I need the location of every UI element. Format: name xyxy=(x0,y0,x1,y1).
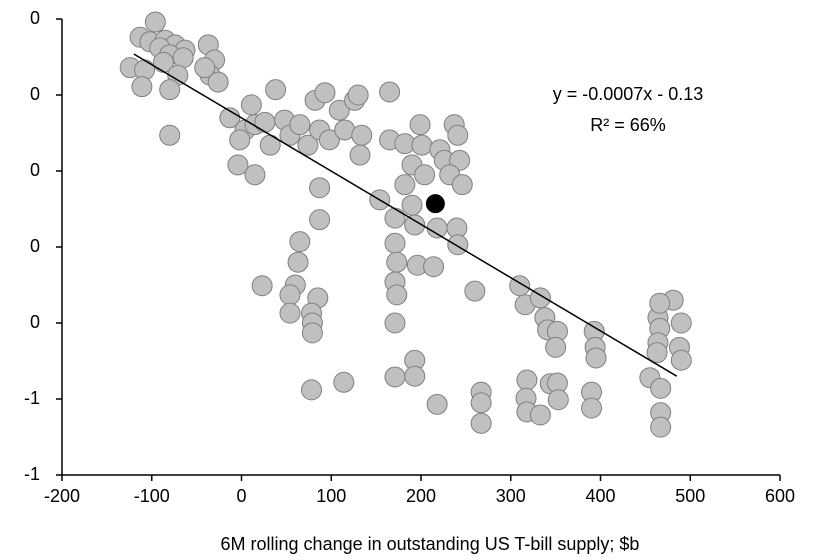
point xyxy=(404,214,426,236)
point xyxy=(401,194,423,216)
point xyxy=(309,209,331,231)
point xyxy=(424,193,446,215)
point xyxy=(451,174,473,196)
y-tick-label: 0 xyxy=(30,312,40,332)
x-tick-label: 500 xyxy=(675,486,705,506)
y-tick-label: 0 xyxy=(30,236,40,256)
point xyxy=(259,134,281,156)
point xyxy=(464,280,486,302)
point xyxy=(240,94,262,116)
x-tick-label: 0 xyxy=(236,486,246,506)
point xyxy=(545,336,567,358)
y-tick-label: -1 xyxy=(24,388,40,408)
point xyxy=(426,393,448,415)
point xyxy=(328,99,350,121)
point xyxy=(646,342,668,364)
annotation: y = -0.0007x - 0.13 xyxy=(553,84,704,104)
point xyxy=(649,292,671,314)
y-tick-label: -1 xyxy=(24,464,40,484)
point xyxy=(227,154,249,176)
point xyxy=(585,347,607,369)
point xyxy=(409,114,431,136)
point xyxy=(470,412,492,434)
point xyxy=(172,47,194,69)
x-tick-label: -100 xyxy=(134,486,170,506)
point xyxy=(159,79,181,101)
y-tick-label: 0 xyxy=(30,84,40,104)
point xyxy=(386,251,408,273)
point xyxy=(414,164,436,186)
point xyxy=(447,234,469,256)
x-tick-label: 200 xyxy=(406,486,436,506)
point xyxy=(219,107,241,129)
x-tick-label: 600 xyxy=(765,486,795,506)
point xyxy=(254,111,276,133)
point xyxy=(379,81,401,103)
point xyxy=(670,312,692,334)
point xyxy=(347,84,369,106)
point xyxy=(386,284,408,306)
x-axis-title: 6M rolling change in outstanding US T-bi… xyxy=(221,534,640,554)
point xyxy=(289,114,311,136)
point xyxy=(394,174,416,196)
trendline xyxy=(133,53,678,377)
point xyxy=(404,365,426,387)
y-tick-label: 0 xyxy=(30,160,40,180)
point xyxy=(297,134,319,156)
point xyxy=(447,124,469,146)
point xyxy=(244,164,266,186)
point xyxy=(314,82,336,104)
point xyxy=(529,404,551,426)
point xyxy=(650,416,672,438)
point xyxy=(287,251,309,273)
point xyxy=(470,392,492,414)
point xyxy=(384,232,406,254)
point xyxy=(351,124,373,146)
point xyxy=(650,377,672,399)
point xyxy=(251,275,273,297)
point xyxy=(349,144,371,166)
point xyxy=(159,124,181,146)
point xyxy=(670,349,692,371)
point xyxy=(581,397,603,419)
point xyxy=(279,302,301,324)
x-tick-label: 100 xyxy=(316,486,346,506)
point xyxy=(279,284,301,306)
point xyxy=(423,256,445,278)
point xyxy=(229,129,251,151)
point xyxy=(384,366,406,388)
point xyxy=(131,76,153,98)
point xyxy=(426,217,448,239)
point xyxy=(384,312,406,334)
y-tick-label: 0 xyxy=(30,8,40,28)
point xyxy=(194,57,216,79)
point xyxy=(265,79,287,101)
point xyxy=(207,71,229,93)
point xyxy=(449,149,471,171)
point xyxy=(547,389,569,411)
x-tick-label: 400 xyxy=(585,486,615,506)
x-tick-label: 300 xyxy=(496,486,526,506)
point xyxy=(318,129,340,151)
point xyxy=(309,177,331,199)
x-tick-label: -200 xyxy=(44,486,80,506)
point xyxy=(333,371,355,393)
point xyxy=(301,322,323,344)
point xyxy=(516,369,538,391)
point xyxy=(411,134,433,156)
point xyxy=(301,379,323,401)
point xyxy=(144,11,166,33)
point xyxy=(289,231,311,253)
annotation: R² = 66% xyxy=(590,115,666,135)
point xyxy=(384,207,406,229)
